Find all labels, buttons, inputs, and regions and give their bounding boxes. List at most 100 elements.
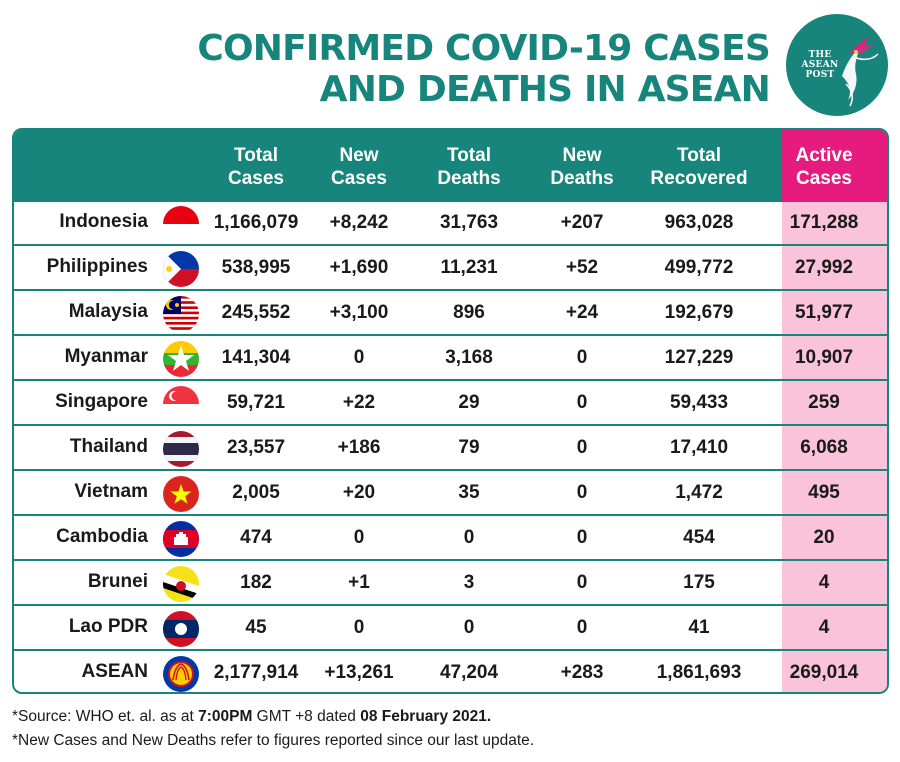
country-name: Cambodia	[56, 526, 148, 547]
table-header	[14, 130, 887, 202]
myanmar-flag-icon	[163, 341, 199, 377]
cell-value: +24	[565, 302, 599, 323]
cell-value: 1,861,693	[656, 662, 742, 683]
cell-value: 23,557	[226, 437, 286, 458]
cell-value: 4	[818, 572, 830, 593]
cell-value: 79	[458, 437, 480, 458]
malaysia-flag-icon	[163, 296, 199, 332]
table-row: Lao PDR 45 0 0 0 41 4	[14, 607, 887, 651]
table-row: Malaysia 245,552 +3,100 896 +24 192,679 51,977	[14, 292, 887, 336]
table-row: Indonesia 1,166,079 +8,242 31,763 +207 963,02…	[14, 202, 887, 246]
column-header-2: Total Deaths	[437, 145, 501, 189]
cell-value: 10,907	[794, 347, 854, 368]
table-row: Thailand 23,557 +186 79 0 17,410 6,068	[14, 427, 887, 471]
cell-value: 0	[576, 617, 588, 638]
cell-value: 0	[353, 527, 365, 548]
cell-value: +283	[560, 662, 604, 683]
column-header-1: New Cases	[331, 145, 387, 189]
table-row: Vietnam 2,005 +20 35 0 1,472 495	[14, 472, 887, 516]
cell-value: 192,679	[664, 302, 734, 323]
cell-value: 963,028	[664, 212, 734, 233]
column-header-4: Total Recovered	[650, 145, 748, 189]
table-row: ASEAN 2,177,914 +13,261 47,204 +283 1,861,693…	[14, 652, 887, 692]
cell-value: 245,552	[221, 302, 291, 323]
cell-value: 495	[808, 482, 840, 503]
cell-value: +22	[342, 392, 376, 413]
new-cases-footnote: *New Cases and New Deaths refer to figur…	[12, 732, 535, 749]
cell-value: +207	[560, 212, 604, 233]
cell-value: 0	[353, 617, 365, 638]
country-name: Vietnam	[74, 481, 148, 502]
cell-value: 454	[683, 527, 715, 548]
cell-value: 47,204	[439, 662, 499, 683]
singapore-flag-icon	[163, 386, 199, 422]
cell-value: 474	[240, 527, 272, 548]
cell-value: 3,168	[445, 347, 493, 368]
cell-value: 259	[808, 392, 840, 413]
cell-value: 41	[688, 617, 710, 638]
title-line-1: CONFIRMED COVID-19 CASES	[197, 28, 770, 69]
country-name: Lao PDR	[68, 616, 148, 637]
cell-value: 11,231	[440, 257, 498, 278]
cell-value: 0	[463, 527, 475, 548]
philippines-flag-icon	[163, 251, 199, 287]
cell-value: +13,261	[324, 662, 394, 683]
cell-value: 3	[463, 572, 475, 593]
cell-value: 17,410	[669, 437, 729, 458]
cell-value: 175	[683, 572, 715, 593]
country-name: ASEAN	[81, 661, 148, 682]
table-row: Myanmar 141,304 0 3,168 0 127,229 10,907	[14, 337, 887, 381]
cell-value: 6,068	[800, 437, 848, 458]
cell-value: +1	[348, 572, 370, 593]
cell-value: 499,772	[664, 257, 734, 278]
column-header-5: Active Cases	[795, 145, 853, 189]
cell-value: 0	[576, 347, 588, 368]
hummingbird-icon	[842, 36, 879, 107]
vietnam-flag-icon	[163, 476, 199, 512]
cell-value: 2,005	[232, 482, 280, 503]
cell-value: 269,014	[789, 662, 859, 683]
source-footnote: *Source: WHO et. al. as at 7:00PM GMT +8…	[12, 708, 492, 725]
cell-value: 0	[576, 482, 588, 503]
cell-value: +186	[337, 437, 381, 458]
cell-value: 127,229	[664, 347, 734, 368]
page-title: CONFIRMED COVID-19 CASES AND DEATHS IN A…	[197, 28, 770, 110]
cell-value: 59,721	[226, 392, 286, 413]
indonesia-flag-icon	[163, 206, 199, 242]
covid-table: Total Cases New Cases Total Deaths New Deat…	[12, 128, 889, 694]
cell-value: 29	[458, 392, 480, 413]
thailand-flag-icon	[163, 431, 199, 467]
table-row: Brunei 182 +1 3 0 175 4	[14, 562, 887, 606]
active-cases-column-bg	[782, 202, 887, 692]
laos-flag-icon	[163, 611, 199, 647]
logo-text: THE ASEAN POST	[801, 50, 839, 80]
cambodia-flag-icon	[163, 521, 199, 557]
country-name: Malaysia	[68, 301, 148, 322]
cell-value: +1,690	[329, 257, 389, 278]
cell-value: 141,304	[221, 347, 291, 368]
country-name: Brunei	[87, 571, 148, 592]
cell-value: 0	[576, 437, 588, 458]
cell-value: +52	[565, 257, 599, 278]
cell-value: 0	[576, 527, 588, 548]
cell-value: 31,763	[439, 212, 499, 233]
cell-value: +3,100	[329, 302, 389, 323]
cell-value: 35	[458, 482, 480, 503]
cell-value: 896	[453, 302, 485, 323]
country-name: Thailand	[69, 436, 148, 457]
table-row: Cambodia 474 0 0 0 454 20	[14, 517, 887, 561]
cell-value: 0	[576, 392, 588, 413]
cell-value: 0	[463, 617, 475, 638]
cell-value: 20	[813, 527, 835, 548]
cell-value: 2,177,914	[213, 662, 299, 683]
cell-value: 1,472	[675, 482, 723, 503]
column-header-0: Total Cases	[228, 145, 284, 189]
column-header-3: New Deaths	[550, 145, 614, 189]
asean-post-logo: THE ASEAN POST	[786, 14, 888, 116]
asean-emblem-icon	[163, 656, 199, 692]
country-name: Indonesia	[59, 211, 148, 232]
cell-value: +20	[342, 482, 376, 503]
title-line-2: AND DEATHS IN ASEAN	[319, 69, 771, 110]
cell-value: 4	[818, 617, 830, 638]
cell-value: +8,242	[329, 212, 389, 233]
